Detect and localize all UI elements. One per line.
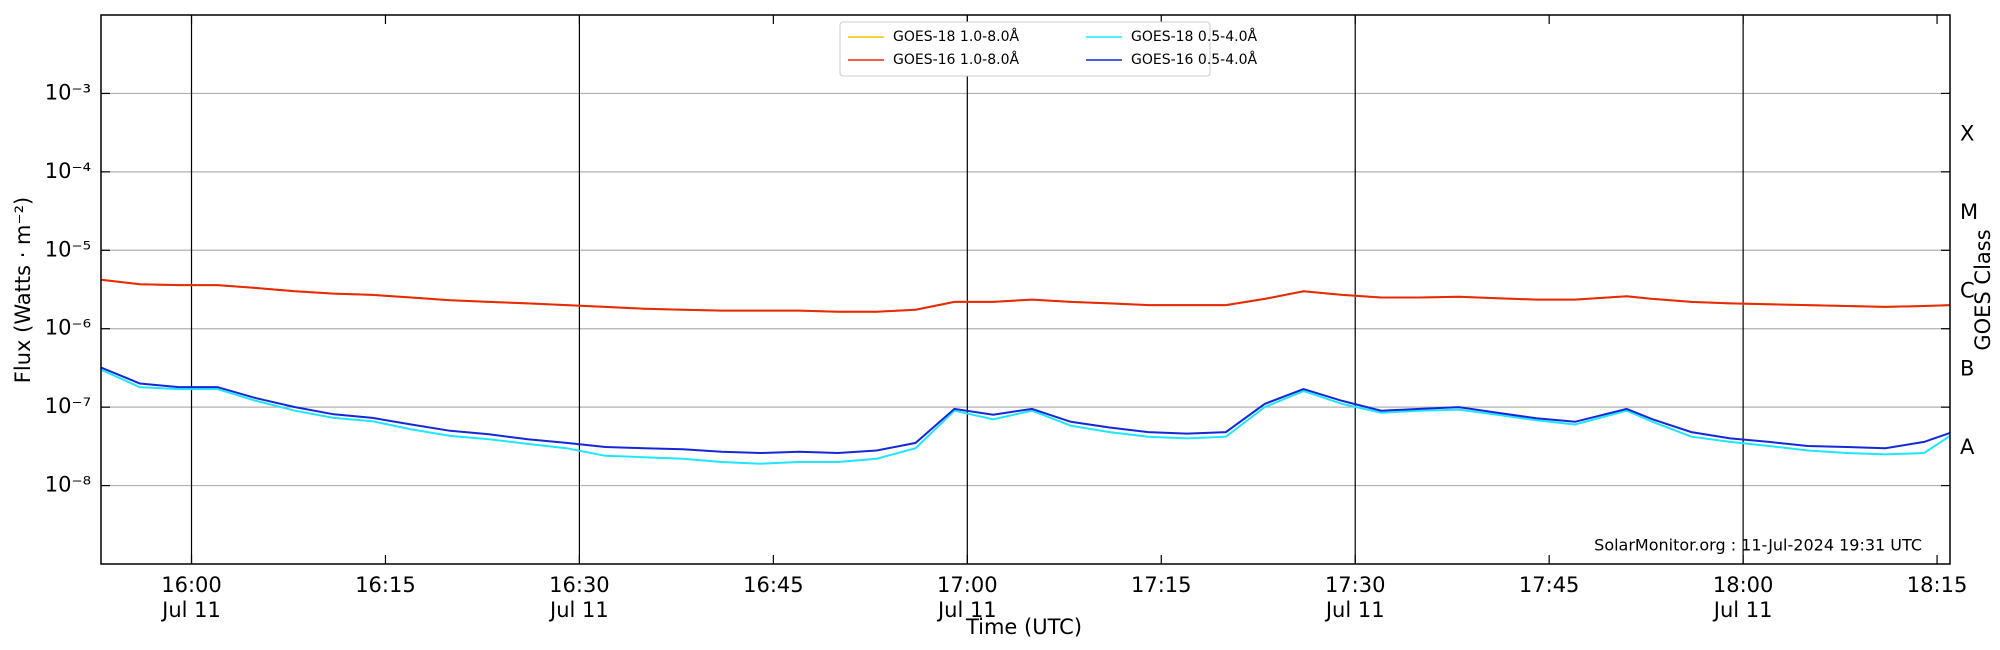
y2-tick-label: X xyxy=(1960,121,1974,145)
y-axis-label: Flux (Watts · m⁻²) xyxy=(11,197,35,383)
x-tick-label: 16:30 Jul 11 xyxy=(548,573,610,622)
y2-tick-label: A xyxy=(1960,435,1975,459)
y-tick-label: 10⁻⁷ xyxy=(45,394,91,418)
y2-axis-label: GOES Class xyxy=(1971,229,1995,350)
x-axis-label: Time (UTC) xyxy=(965,615,1082,639)
y2-tick-label: B xyxy=(1960,357,1974,381)
plot-frame xyxy=(100,14,1951,565)
legend-box xyxy=(839,21,1211,77)
y2-tick-label: M xyxy=(1960,200,1978,224)
series-line xyxy=(100,368,1951,465)
y-tick-label: 10⁻⁶ xyxy=(45,316,91,340)
x-tick-label: 18:00 Jul 11 xyxy=(1712,573,1774,622)
x-tick-label: 16:00 Jul 11 xyxy=(160,573,222,622)
legend-label: GOES-16 0.5-4.0Å xyxy=(1131,51,1257,68)
x-tick-label: 17:45 xyxy=(1519,573,1580,597)
y-tick-label: 10⁻³ xyxy=(45,80,91,104)
x-tick-label: 17:00 Jul 11 xyxy=(936,573,998,622)
y-tick-label: 10⁻⁴ xyxy=(45,159,91,183)
y-tick-label: 10⁻⁵ xyxy=(45,237,91,261)
series-line xyxy=(100,278,1951,313)
legend-label: GOES-18 1.0-8.0Å xyxy=(893,28,1019,45)
y-tick-label: 10⁻⁸ xyxy=(45,473,91,497)
x-tick-label: 18:15 xyxy=(1907,573,1968,597)
series-line xyxy=(100,366,1951,455)
x-tick-label: 17:15 xyxy=(1131,573,1192,597)
legend-label: GOES-16 1.0-8.0Å xyxy=(893,51,1019,68)
y2-tick-label: C xyxy=(1960,278,1975,302)
x-tick-label: 16:45 xyxy=(743,573,804,597)
x-tick-label: 16:15 xyxy=(355,573,416,597)
x-tick-label: 17:30 Jul 11 xyxy=(1324,573,1386,622)
legend-label: GOES-18 0.5-4.0Å xyxy=(1131,28,1257,45)
annotation: SolarMonitor.org : 11-Jul-2024 19:31 UTC xyxy=(1594,536,1922,555)
